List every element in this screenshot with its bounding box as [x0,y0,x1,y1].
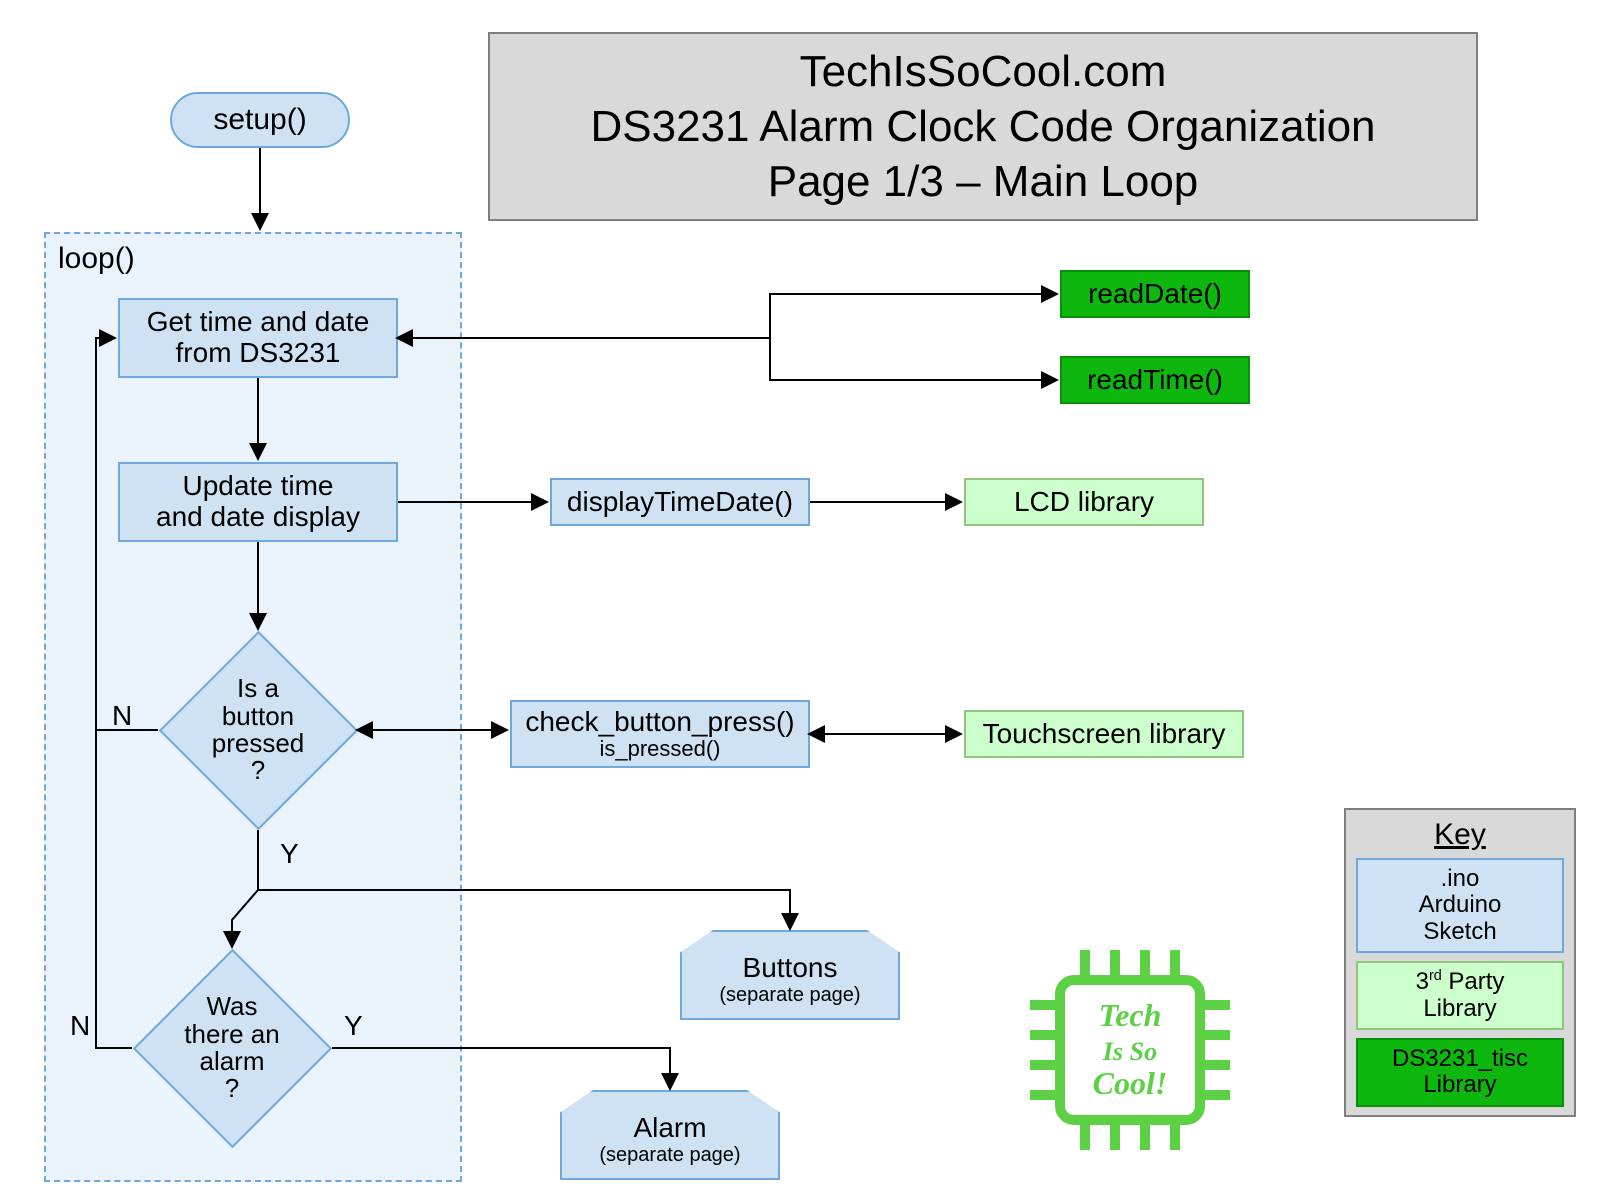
terminator-setup: setup() [170,92,350,148]
process-display-fn-label: displayTimeDate() [567,487,793,518]
logo-text-l2: Is So [1102,1037,1157,1066]
offpage-buttons: Buttons (separate page) [680,930,900,1020]
process-check-btn-label: check_button_press() [525,707,794,738]
lib-lcd-label: LCD library [1014,486,1154,518]
legend-tisc-l2: Library [1362,1072,1558,1098]
offpage-buttons-label: Buttons [743,952,838,984]
title-line-3: Page 1/3 – Main Loop [510,154,1456,209]
legend-ino-l2: Arduino [1362,892,1558,918]
lib-readdate: readDate() [1060,270,1250,318]
decision-btn-l1: Is a [212,675,305,702]
legend-item-tisc: DS3231_tisc Library [1356,1038,1564,1107]
logo-text-l3: Cool! [1093,1065,1168,1101]
lib-readtime: readTime() [1060,356,1250,404]
legend-ino-l3: Sketch [1362,919,1558,945]
process-update-display: Update time and date display [118,462,398,542]
decision-alarm-l4: ? [184,1075,279,1102]
legend-3p-l2: Library [1362,996,1558,1022]
logo-techissocool: Tech Is So Cool! [1010,930,1250,1170]
loop-label: loop() [58,242,135,276]
legend-item-ino: .ino Arduino Sketch [1356,858,1564,953]
decision-button-pressed: Is a button pressed ? [158,630,358,830]
legend-item-3rdparty: 3rd Party Library [1356,961,1564,1030]
legend-ino-l1: .ino [1362,866,1558,892]
offpage-alarm-sub: (separate page) [599,1144,740,1167]
edge-label-n2: N [70,1010,90,1042]
decision-alarm-l2: there an [184,1021,279,1048]
edge-label-y1: Y [280,838,299,870]
decision-btn-l2: button [212,703,305,730]
decision-alarm: Was there an alarm ? [132,948,332,1148]
decision-alarm-l1: Was [184,993,279,1020]
terminator-label: setup() [213,103,306,137]
edge-label-y2: Y [344,1010,363,1042]
decision-btn-l4: ? [212,757,305,784]
title-line-1: TechIsSoCool.com [510,44,1456,99]
decision-alarm-l3: alarm [184,1048,279,1075]
process-update-display-l2: and date display [156,502,360,533]
offpage-alarm-label: Alarm [633,1112,706,1144]
decision-btn-l3: pressed [212,730,305,757]
lib-readdate-label: readDate() [1088,278,1222,310]
title-box: TechIsSoCool.com DS3231 Alarm Clock Code… [488,32,1478,221]
edge-label-n1: N [112,700,132,732]
legend-tisc-l1: DS3231_tisc [1362,1046,1558,1072]
process-get-time-l2: from DS3231 [176,338,341,369]
lib-touchscreen-label: Touchscreen library [983,718,1226,750]
process-get-time-l1: Get time and date [147,307,370,338]
legend-3p-l1: 3rd Party [1362,969,1558,995]
offpage-alarm: Alarm (separate page) [560,1090,780,1180]
lib-touchscreen: Touchscreen library [964,710,1244,758]
process-update-display-l1: Update time [183,471,334,502]
process-check-btn: check_button_press() is_pressed() [510,700,810,768]
lib-readtime-label: readTime() [1087,364,1223,396]
legend-title: Key [1356,818,1564,852]
process-check-btn-sub: is_pressed() [599,737,720,761]
logo-text-l1: Tech [1099,997,1162,1033]
offpage-buttons-sub: (separate page) [719,984,860,1007]
lib-lcd: LCD library [964,478,1204,526]
title-line-2: DS3231 Alarm Clock Code Organization [510,99,1456,154]
process-display-fn: displayTimeDate() [550,478,810,526]
legend-key: Key .ino Arduino Sketch 3rd Party Librar… [1344,808,1576,1117]
process-get-time: Get time and date from DS3231 [118,298,398,378]
